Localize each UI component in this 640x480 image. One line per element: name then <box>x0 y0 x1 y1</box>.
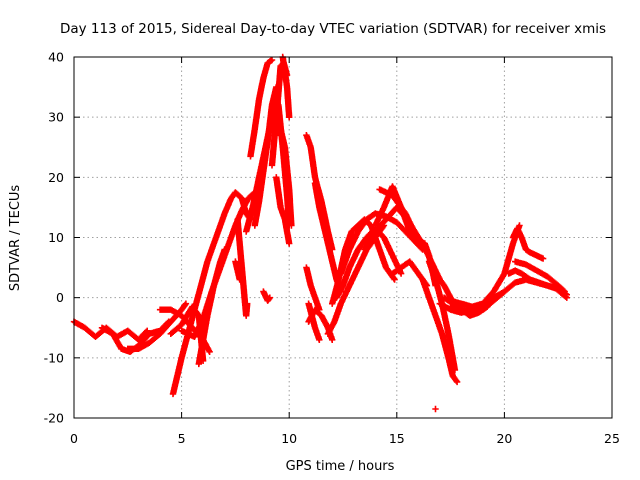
series-arc-40 <box>509 225 547 262</box>
chart-title: Day 113 of 2015, Sidereal Day-to-day VTE… <box>60 21 606 37</box>
plus-marker-trace <box>512 258 568 295</box>
plus-marker-trace <box>260 288 273 304</box>
y-tick-label: -20 <box>44 411 64 426</box>
series-arc-43 <box>432 405 439 413</box>
plus-marker-trace <box>337 210 426 277</box>
x-tick-label: 15 <box>389 431 405 446</box>
y-tick-label: 0 <box>56 290 64 305</box>
series-arc-11 <box>247 56 276 160</box>
x-tick-label: 25 <box>604 431 620 446</box>
series-arc-24 <box>305 300 323 343</box>
series-arc-10 <box>232 258 243 283</box>
data-marks <box>70 53 570 413</box>
y-tick-label: 30 <box>48 110 64 125</box>
series-arc-19 <box>277 126 295 229</box>
plus-marker-trace <box>232 258 243 283</box>
plus-marker-trace <box>124 300 190 352</box>
grid-lines <box>74 57 612 418</box>
plot-frame <box>73 56 613 419</box>
series-arc-3 <box>124 300 190 352</box>
series-arc-33 <box>419 276 461 386</box>
plus-marker-trace <box>303 264 323 313</box>
x-tick-label: 0 <box>70 431 78 446</box>
series-arc-34 <box>425 258 459 374</box>
x-tick-labels: 0 5 10 15 20 25 <box>70 57 620 446</box>
plus-marker-trace <box>277 126 295 229</box>
plus-marker-trace <box>361 204 422 253</box>
series-arc-8 <box>195 246 228 368</box>
series-arc-42 <box>512 258 568 295</box>
series-arc-22 <box>303 264 323 313</box>
x-axis-label: GPS time / hours <box>286 459 395 474</box>
x-tick-label: 10 <box>281 431 297 446</box>
plus-marker-trace <box>425 258 459 374</box>
plus-marker-trace <box>333 225 405 301</box>
plus-marker-trace <box>419 276 461 386</box>
plus-marker-trace <box>509 225 547 262</box>
plus-marker-trace <box>432 405 439 413</box>
x-tick-label: 20 <box>496 431 512 446</box>
y-tick-label: 10 <box>48 230 64 245</box>
series-arc-28 <box>337 210 426 277</box>
series-arc-27 <box>333 225 405 301</box>
plus-marker-trace <box>505 267 570 301</box>
y-tick-label: 20 <box>48 170 64 185</box>
series-arc-31 <box>361 204 422 253</box>
series-arc-41 <box>505 267 570 301</box>
series-arc-16 <box>273 174 293 247</box>
plus-marker-trace <box>247 56 276 160</box>
y-tick-label: -10 <box>44 350 64 365</box>
y-axis-label: SDTVAR / TECUs <box>8 185 23 292</box>
plus-marker-trace <box>195 246 228 368</box>
x-tick-label: 5 <box>178 431 186 446</box>
y-tick-labels: -20 -10 0 10 20 30 40 <box>44 50 612 426</box>
series-arc-6 <box>169 189 254 398</box>
series-arc-14 <box>260 288 273 304</box>
plus-marker-trace <box>273 174 293 247</box>
plus-marker-trace <box>169 189 254 398</box>
plus-marker-trace <box>305 300 323 343</box>
y-tick-label: 40 <box>48 50 64 65</box>
